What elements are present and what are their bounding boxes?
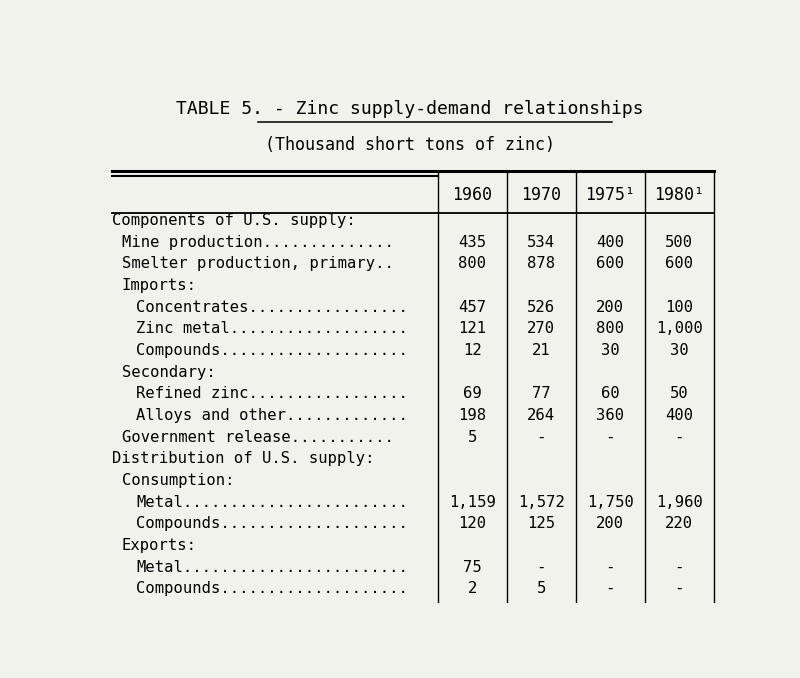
Text: 600: 600: [596, 256, 624, 271]
Text: 400: 400: [596, 235, 624, 250]
Text: 50: 50: [670, 386, 689, 401]
Text: 264: 264: [527, 408, 555, 423]
Text: 1,159: 1,159: [449, 494, 496, 510]
Text: 526: 526: [527, 300, 555, 315]
Text: TABLE 5. - Zinc supply-demand relationships: TABLE 5. - Zinc supply-demand relationsh…: [176, 100, 644, 117]
Text: (Thousand short tons of zinc): (Thousand short tons of zinc): [265, 136, 555, 154]
Text: Secondary:: Secondary:: [122, 365, 215, 380]
Text: 200: 200: [596, 516, 624, 532]
Text: 1,000: 1,000: [656, 321, 702, 336]
Text: Concentrates.................: Concentrates.................: [136, 300, 408, 315]
Text: Metal........................: Metal........................: [136, 559, 408, 574]
Text: 1960: 1960: [452, 186, 492, 204]
Text: Distribution of U.S. supply:: Distribution of U.S. supply:: [112, 452, 375, 466]
Text: -: -: [674, 559, 684, 574]
Text: -: -: [606, 559, 615, 574]
Text: 400: 400: [666, 408, 694, 423]
Text: -: -: [674, 581, 684, 596]
Text: Consumption:: Consumption:: [122, 473, 234, 488]
Text: 5: 5: [537, 581, 546, 596]
Text: Government release...........: Government release...........: [122, 430, 394, 445]
Text: -: -: [606, 581, 615, 596]
Text: 220: 220: [666, 516, 694, 532]
Text: Alloys and other.............: Alloys and other.............: [136, 408, 408, 423]
Text: 878: 878: [527, 256, 555, 271]
Text: -: -: [537, 559, 546, 574]
Text: 77: 77: [532, 386, 550, 401]
Text: 1970: 1970: [522, 186, 562, 204]
Text: 534: 534: [527, 235, 555, 250]
Text: 435: 435: [458, 235, 486, 250]
Text: 30: 30: [670, 343, 689, 358]
Text: Compounds....................: Compounds....................: [136, 343, 408, 358]
Text: 75: 75: [463, 559, 482, 574]
Text: Refined zinc.................: Refined zinc.................: [136, 386, 408, 401]
Text: Zinc metal...................: Zinc metal...................: [136, 321, 408, 336]
Text: Components of U.S. supply:: Components of U.S. supply:: [112, 213, 356, 228]
Text: 1,960: 1,960: [656, 494, 702, 510]
Text: 5: 5: [468, 430, 477, 445]
Text: -: -: [674, 430, 684, 445]
Text: 500: 500: [666, 235, 694, 250]
Text: 1975¹: 1975¹: [586, 186, 635, 204]
Text: Smelter production, primary..: Smelter production, primary..: [122, 256, 394, 271]
Text: Compounds....................: Compounds....................: [136, 516, 408, 532]
Text: 270: 270: [527, 321, 555, 336]
Text: 198: 198: [458, 408, 486, 423]
Text: 2: 2: [468, 581, 477, 596]
Text: 360: 360: [596, 408, 624, 423]
Text: Exports:: Exports:: [122, 538, 197, 553]
Text: 457: 457: [458, 300, 486, 315]
Text: 800: 800: [458, 256, 486, 271]
Text: 12: 12: [463, 343, 482, 358]
Text: 125: 125: [527, 516, 555, 532]
Text: Mine production..............: Mine production..............: [122, 235, 394, 250]
Text: 121: 121: [458, 321, 486, 336]
Text: Metal........................: Metal........................: [136, 494, 408, 510]
Text: Compounds....................: Compounds....................: [136, 581, 408, 596]
Text: -: -: [606, 430, 615, 445]
Text: 100: 100: [666, 300, 694, 315]
Text: 60: 60: [601, 386, 620, 401]
Text: 1,750: 1,750: [587, 494, 634, 510]
Text: 30: 30: [601, 343, 620, 358]
Text: 1980¹: 1980¹: [654, 186, 704, 204]
Text: 600: 600: [666, 256, 694, 271]
Text: Imports:: Imports:: [122, 278, 197, 293]
Text: 120: 120: [458, 516, 486, 532]
Text: 200: 200: [596, 300, 624, 315]
Text: -: -: [537, 430, 546, 445]
Text: 800: 800: [596, 321, 624, 336]
Text: 69: 69: [463, 386, 482, 401]
Text: 1,572: 1,572: [518, 494, 565, 510]
Text: 21: 21: [532, 343, 550, 358]
